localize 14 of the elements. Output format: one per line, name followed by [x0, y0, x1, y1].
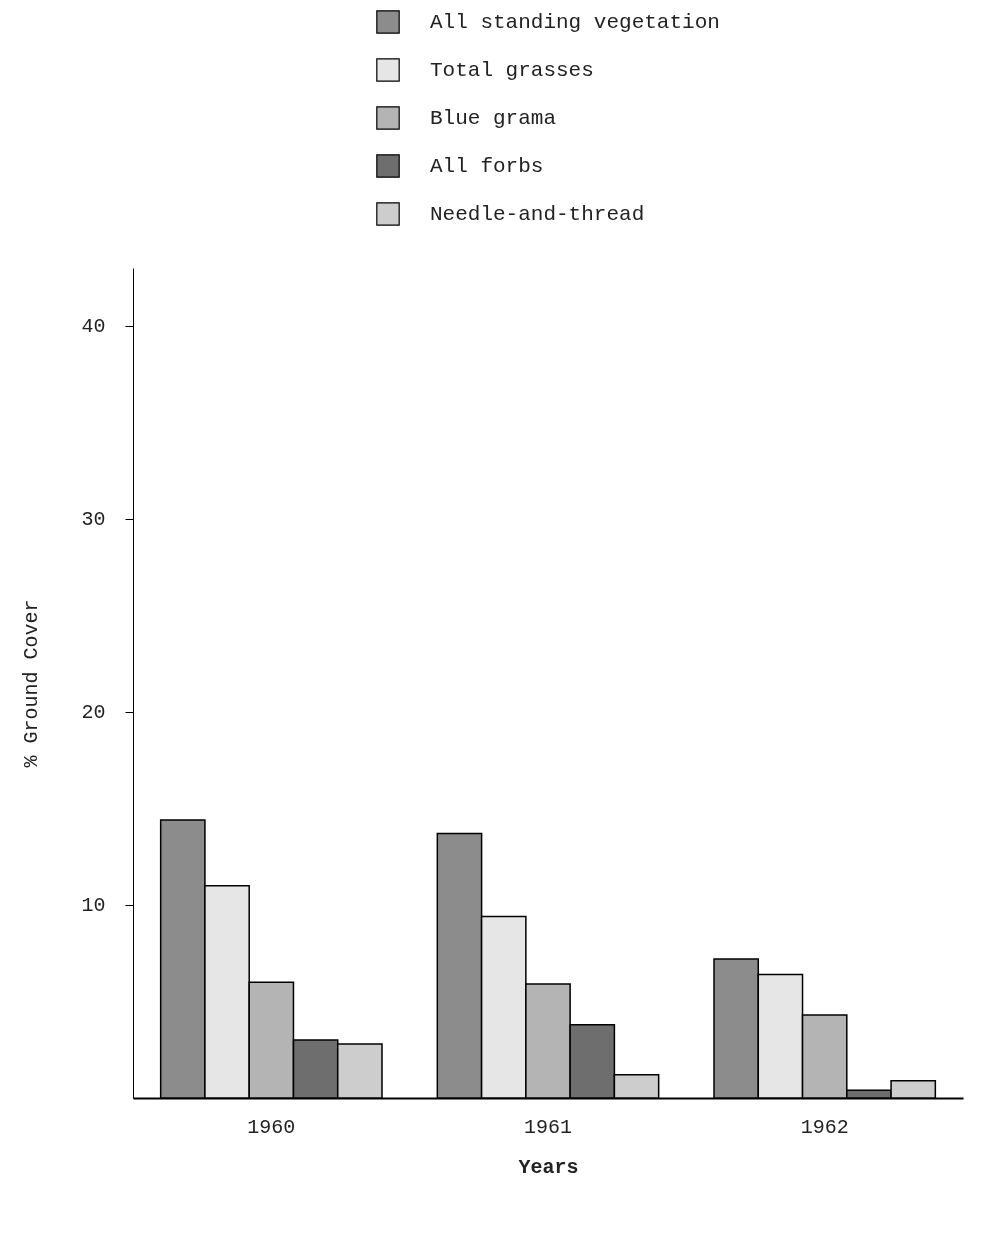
x-tick-label: 1962: [800, 1115, 849, 1139]
y-tick-label: 20: [81, 701, 106, 725]
legend-label: All standing vegetation: [430, 11, 720, 34]
y-tick-label: 10: [81, 894, 106, 918]
legend-label: Needle-and-thread: [430, 203, 645, 226]
legend-label: All forbs: [430, 155, 544, 178]
legend-label: Blue grama: [430, 107, 557, 130]
x-tick-label: 1961: [523, 1115, 573, 1139]
y-tick-label: 40: [81, 315, 106, 339]
x-tick-label: 1960: [247, 1115, 296, 1139]
legend-label: Total grasses: [430, 59, 594, 82]
x-axis-title: Years: [518, 1155, 579, 1179]
y-axis-title: % Ground Cover: [20, 599, 44, 768]
y-tick-label: 30: [81, 508, 106, 532]
